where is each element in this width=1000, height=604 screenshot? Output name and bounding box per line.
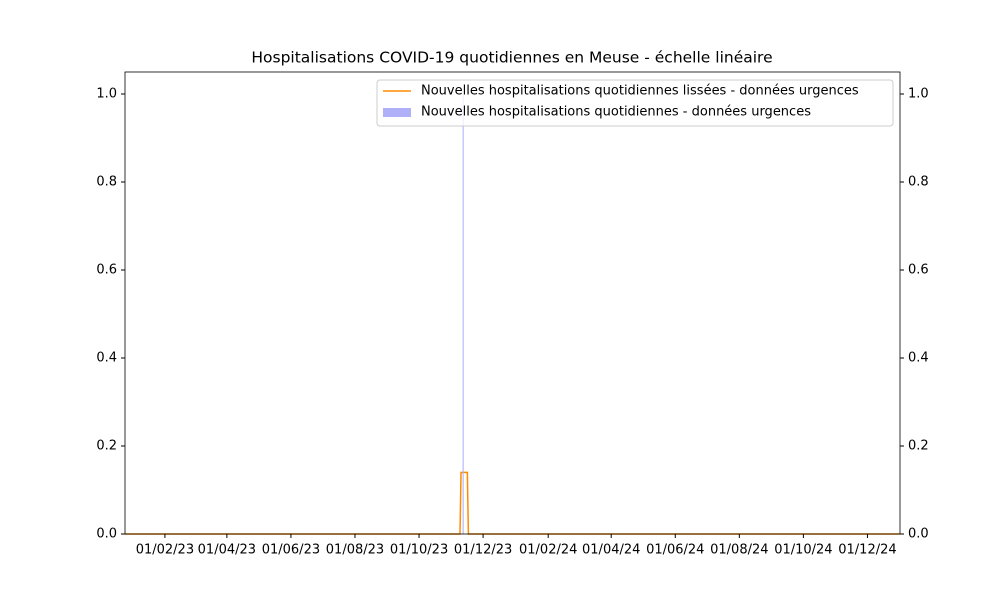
x-tick-label: 01/10/23 — [390, 543, 448, 558]
x-tick-label: 01/06/24 — [646, 543, 704, 558]
legend-label: Nouvelles hospitalisations quotidiennes … — [421, 105, 811, 120]
y-tick-label: 1.0 — [96, 87, 117, 102]
x-tick-label: 01/10/24 — [774, 543, 832, 558]
x-tick-label: 01/02/24 — [519, 543, 577, 558]
legend-label: Nouvelles hospitalisations quotidiennes … — [421, 84, 859, 99]
y2-tick-label: 0.6 — [908, 263, 929, 278]
chart-title: Hospitalisations COVID-19 quotidiennes e… — [251, 49, 772, 67]
y-tick-label: 0.2 — [96, 439, 117, 454]
x-tick-label: 01/04/24 — [582, 543, 640, 558]
x-tick-label: 01/12/23 — [454, 543, 512, 558]
x-tick-label: 01/08/24 — [710, 543, 768, 558]
x-tick-label: 01/06/23 — [262, 543, 320, 558]
plot-frame — [124, 71, 901, 535]
y-tick-label: 0.6 — [96, 263, 117, 278]
x-tick-label: 01/08/23 — [326, 543, 384, 558]
x-tick-label: 01/02/23 — [136, 543, 194, 558]
x-tick-label: 01/04/23 — [198, 543, 256, 558]
y2-tick-label: 0.0 — [908, 527, 929, 542]
legend: Nouvelles hospitalisations quotidiennes … — [376, 79, 894, 127]
y-tick-label: 0.0 — [96, 527, 117, 542]
y-tick-label: 0.8 — [96, 175, 117, 190]
y2-tick-label: 1.0 — [908, 87, 929, 102]
y-tick-label: 0.4 — [96, 351, 117, 366]
line — [125, 471, 900, 535]
y2-tick-label: 0.4 — [908, 351, 929, 366]
x-tick-label: 01/12/24 — [838, 543, 896, 558]
legend-box — [376, 79, 894, 127]
bar — [462, 94, 464, 534]
y2-tick-label: 0.8 — [908, 175, 929, 190]
y2-tick-label: 0.2 — [908, 439, 929, 454]
legend-swatch — [383, 108, 411, 117]
